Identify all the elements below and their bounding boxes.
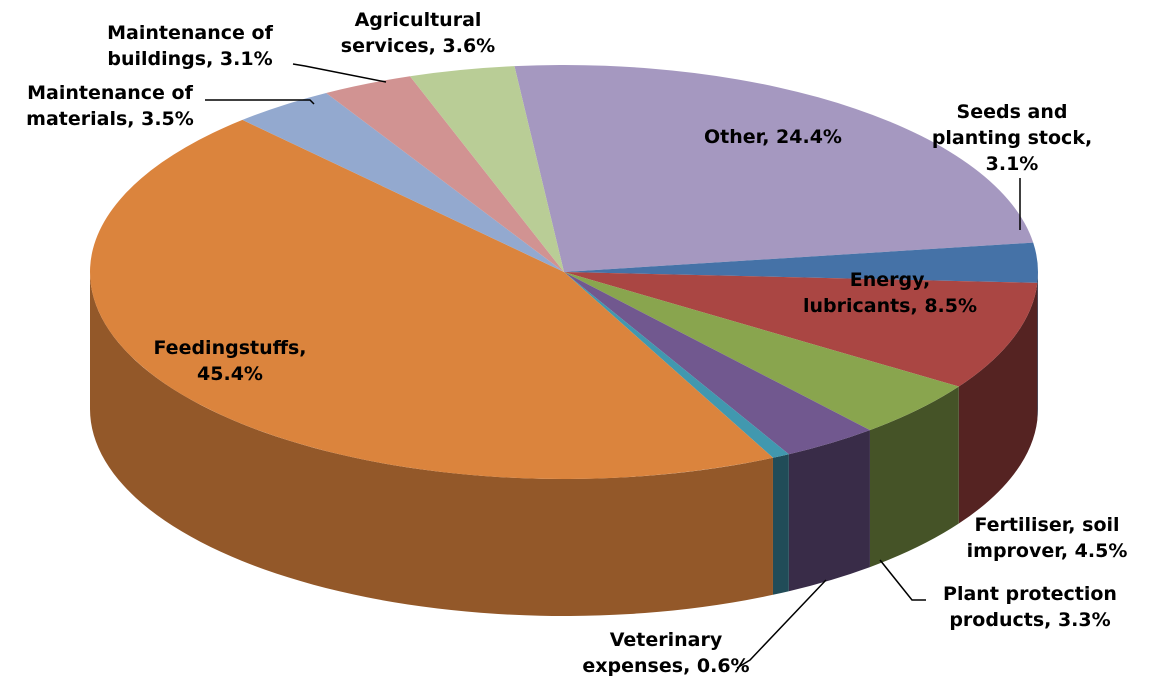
pie-slice <box>409 66 564 272</box>
data-label: Maintenance of materials, 3.5% <box>26 82 194 130</box>
pie-slice <box>514 64 1034 272</box>
data-label: Agricultural services, 3.6% <box>341 9 495 57</box>
data-label: Maintenance of buildings, 3.1% <box>107 22 273 70</box>
data-label: Energy, lubricants, 8.5% <box>803 269 977 317</box>
leader-line <box>736 579 827 669</box>
pie-side <box>958 282 1038 524</box>
data-label: Feedingstuffs, 45.4% <box>153 337 306 385</box>
data-label: Plant protection products, 3.3% <box>943 583 1117 631</box>
data-label: Fertiliser, soil improver, 4.5% <box>967 514 1128 562</box>
data-label: Veterinary expenses, 0.6% <box>582 629 749 677</box>
data-label: Other, 24.4% <box>704 126 842 148</box>
pie-side <box>1037 272 1038 420</box>
pie-slice <box>564 272 1038 387</box>
data-labels: Other, 24.4% Seeds and planting stock, 3.1%… <box>26 9 1127 677</box>
pie-side <box>90 272 773 616</box>
pie-tops <box>90 64 1038 479</box>
pie-side <box>772 454 789 595</box>
pie-slice <box>326 76 564 272</box>
pie-slice <box>564 272 959 431</box>
pie-slice <box>564 242 1038 283</box>
pie-slice <box>564 272 870 455</box>
pie-side <box>869 386 959 568</box>
data-label: Seeds and planting stock, 3.1% <box>932 101 1092 175</box>
leader-line <box>205 99 315 105</box>
leader-line <box>879 559 926 601</box>
pie-slice <box>90 119 773 479</box>
pie-slice <box>242 92 565 272</box>
pie-side <box>788 430 870 592</box>
pie-sides <box>90 272 1038 616</box>
pie-slice <box>564 272 789 458</box>
leader-line <box>292 63 387 83</box>
leader-lines <box>205 63 1021 669</box>
